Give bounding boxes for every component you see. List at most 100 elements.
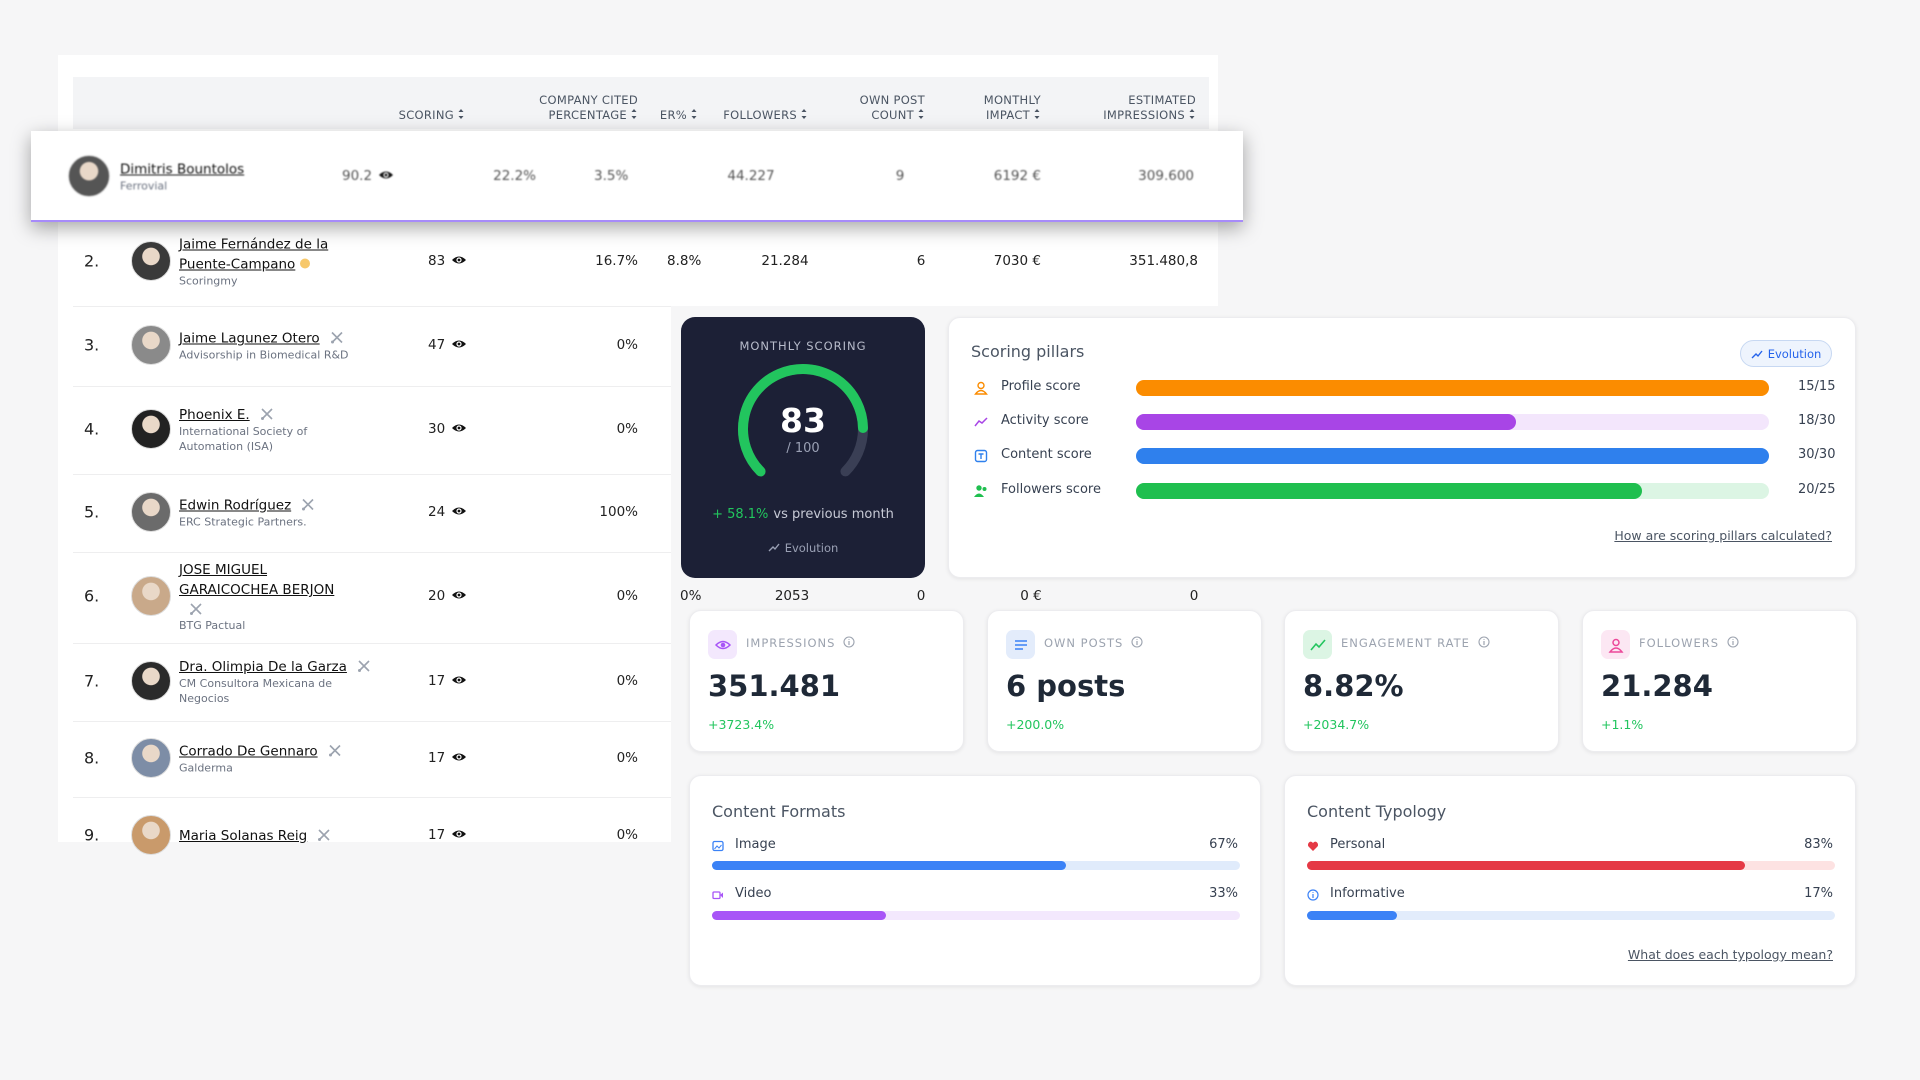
sort-icon-part [691, 109, 697, 119]
cell-cited: 0% [616, 588, 638, 604]
info-icon [1727, 636, 1739, 648]
name-block: Dra. Olimpia De la Garza CM Consultora Me… [179, 656, 374, 706]
eye-icon-part [384, 173, 388, 177]
company-name: Scoringmy [179, 274, 238, 288]
sort-icon [801, 109, 807, 119]
kpi-icon-part [1611, 638, 1620, 646]
tool-icon-part [302, 498, 314, 511]
rank: 2. [84, 251, 100, 271]
cell-scoring: 90.2 [342, 168, 394, 184]
eye-icon [379, 171, 394, 179]
format-icon-part [714, 844, 722, 850]
kpi-change: +1.1% [1601, 717, 1644, 732]
kpi-change: +3723.4% [708, 717, 775, 732]
column-header: SCORING [399, 108, 465, 123]
cell-scoring: 24 [428, 504, 467, 520]
rank: 8. [84, 748, 100, 768]
sort-icon-part [1189, 109, 1195, 119]
sort-icon [691, 109, 697, 119]
tool-icon-part [329, 744, 341, 757]
pillar-icon-part [974, 417, 988, 427]
pillar-name: Activity score [1001, 413, 1089, 428]
company-name: Galderma [179, 761, 233, 775]
eye-icon-part [457, 832, 461, 836]
row-divider [73, 643, 671, 644]
cell-scoring: 20 [428, 588, 467, 604]
company-name: BTG Pactual [179, 619, 246, 632]
info-icon-part [1131, 636, 1143, 648]
row-divider [73, 474, 671, 475]
evolution-button[interactable]: Evolution [1740, 340, 1832, 367]
rank: 7. [84, 671, 100, 691]
company-name: Advisorship in Biomedical R&D [179, 348, 349, 362]
sort-icon [1034, 109, 1040, 119]
cell-scoring: 17 [428, 673, 467, 689]
eye-icon-part [457, 342, 461, 346]
pillar-name: Content score [1001, 447, 1092, 462]
kpi-value: 8.82% [1303, 669, 1404, 703]
person-name: Edwin Rodríguez [179, 497, 292, 514]
cell-scoring: 17 [428, 750, 467, 766]
column-header: OWN POST COUNT [860, 93, 925, 123]
pillar-bar [1136, 380, 1769, 396]
pillar-track [1136, 380, 1769, 396]
column-header: FOLLOWERS [723, 108, 808, 123]
item-bar [1307, 861, 1746, 870]
header-line: ESTIMATED [1128, 93, 1196, 107]
tool-icon-part [318, 829, 330, 841]
kpi-label: FOLLOWERS [1639, 636, 1720, 650]
pillar-icon-part [982, 487, 987, 491]
cell-scoring: 30 [428, 421, 467, 437]
format-icon [712, 891, 723, 900]
tool-icon-part [190, 612, 193, 615]
kpi-change: +2034.7% [1303, 717, 1370, 732]
header-line: MONTHLY [983, 93, 1041, 107]
rank: 9. [84, 825, 100, 845]
pillar-icon-part [978, 453, 984, 459]
trend-icon-part [768, 543, 780, 552]
cell-impact: 7030 € [993, 253, 1041, 269]
gauge-title: MONTHLY SCORING [739, 339, 867, 353]
cell-cited: 0% [616, 750, 638, 766]
format-icon-part [720, 892, 723, 898]
sort-icon-part [458, 109, 464, 119]
tool-icon-part [260, 417, 264, 420]
tool-icon-part [358, 660, 370, 672]
avatar [131, 815, 171, 855]
kpi-value: 6 posts [1006, 669, 1126, 703]
tool-icon [190, 603, 202, 615]
gauge-fill [738, 364, 868, 477]
format-icon [1307, 889, 1319, 901]
gauge-change-text: vs previous month [773, 507, 894, 522]
kpi-card: ENGAGEMENT RATE 8.82% +2034.7% [1284, 610, 1559, 752]
item-percent: 83% [1804, 837, 1833, 852]
cell-scoring: 83 [428, 253, 467, 269]
item-name: Informative [1330, 886, 1405, 901]
evolution-link[interactable]: Evolution [784, 541, 839, 555]
pillar-icon [974, 417, 988, 427]
info-icon-part [843, 636, 856, 648]
sort-icon-part [918, 109, 924, 119]
pillars-title: Scoring pillars [971, 342, 1085, 361]
panel-link[interactable]: What does each typology mean? [1627, 947, 1833, 962]
avatar [131, 325, 171, 365]
eye-icon-part [457, 755, 461, 759]
person-name: Maria Solanas Reig [179, 828, 308, 844]
item-bar [1307, 911, 1397, 920]
eye-icon [452, 424, 467, 432]
rank: 6. [84, 586, 100, 606]
kpi-label-row: IMPRESSIONS [746, 636, 856, 650]
trend-icon [768, 543, 780, 552]
tool-icon [318, 829, 330, 841]
panel-title: Content Typology [1307, 802, 1447, 821]
name-block: JOSE MIGUEL GARAICOCHEA BERJON BTG Pactua… [179, 559, 339, 633]
pillar-bar [1136, 414, 1516, 430]
pillar-value: 18/30 [1798, 413, 1836, 428]
item-bar [712, 911, 887, 920]
kpi-label-row: FOLLOWERS [1639, 636, 1739, 650]
sort-icon-part [631, 109, 637, 119]
pillars-link[interactable]: How are scoring pillars calculated? [1614, 528, 1832, 543]
pillar-name: Followers score [1001, 482, 1101, 497]
kpi-icon-box [1601, 630, 1630, 659]
pillar-icon-part [974, 389, 988, 395]
